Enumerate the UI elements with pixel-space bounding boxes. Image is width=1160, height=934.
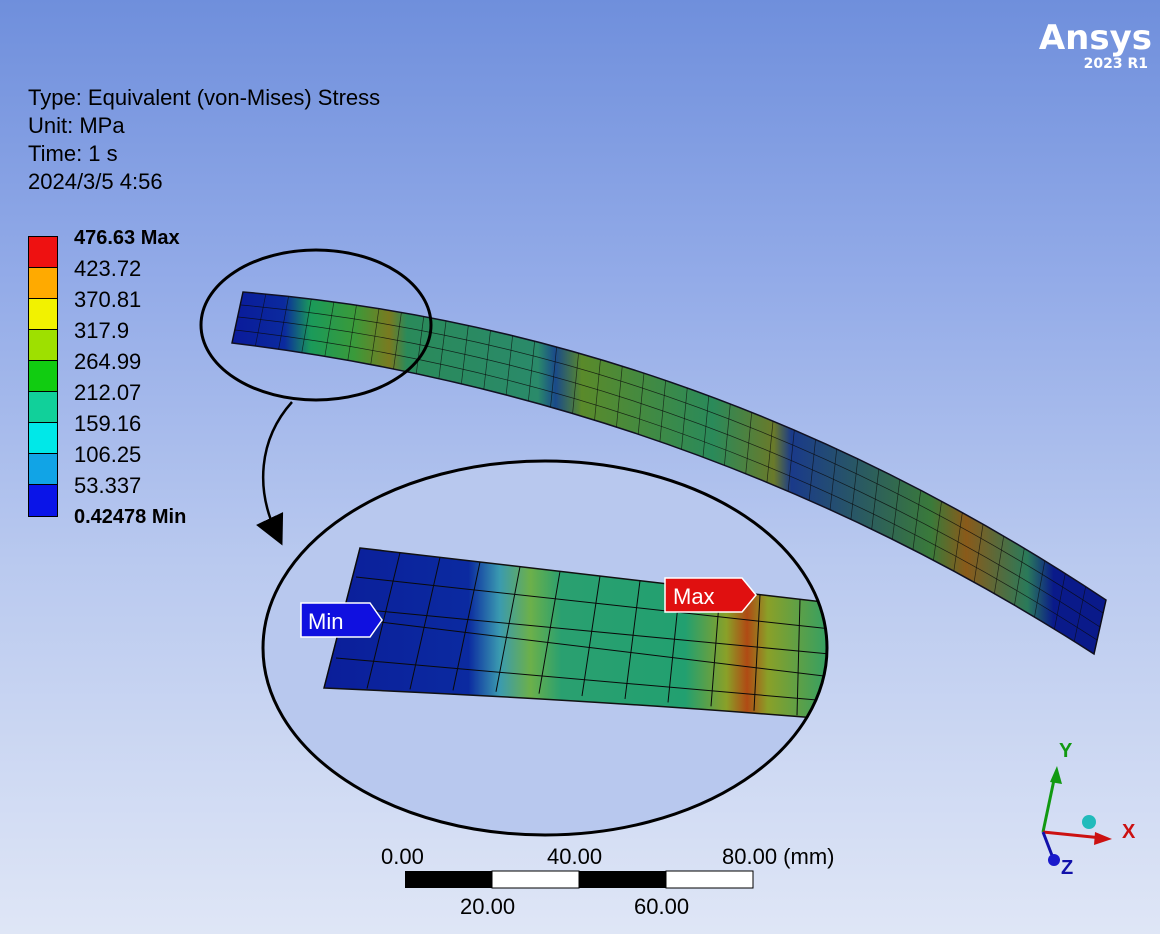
max-probe-label: Max [673,584,715,609]
mesh-line [594,359,601,421]
scale-label-60: 60.00 [634,894,690,919]
mesh-line [461,325,469,384]
mesh-line [1054,573,1066,630]
mesh-line [483,330,491,390]
scale-label-0: 0.00 [381,844,424,869]
legend-label: 317.9 [74,318,130,343]
zoom-inset[interactable] [261,459,840,837]
mesh-line [702,395,710,458]
mesh-line [393,312,402,370]
result-type: Type: Equivalent (von-Mises) Stress [28,85,381,110]
mesh-line [415,316,425,374]
mesh-line [933,501,942,561]
mesh-line [912,490,922,550]
mesh-line [892,479,901,540]
mesh-line [505,335,513,395]
mesh-line [324,301,335,357]
legend-label: 159.16 [74,411,142,436]
mesh-line [301,298,312,353]
zoom-mesh-line [753,594,761,711]
mesh-line [255,293,267,347]
legend-label: 212.07 [74,380,142,405]
mesh-line [1014,548,1025,606]
mesh-line [973,524,984,583]
zoom-mesh-line [495,566,521,692]
color-legend-labels: 476.63 Max 423.72 370.81 317.9 264.99 212.07 1… [74,224,186,534]
legend-swatch[interactable] [29,423,57,454]
legend-label: 264.99 [74,349,142,374]
axis-z-label: Z [1061,857,1074,879]
min-probe-label: Min [308,609,343,634]
zoom-arrow [256,401,293,546]
scale-label-40: 40.00 [547,844,603,869]
zoom-mesh-line [366,552,401,689]
mesh-line [370,308,380,365]
mesh-line [659,380,666,442]
mesh-line [550,346,558,408]
mesh-line [850,458,859,520]
scale-label-20: 20.00 [460,894,516,919]
legend-swatch[interactable] [29,392,57,423]
result-info: Type: Equivalent (von-Mises) Stress Unit… [28,84,380,196]
result-unit: Unit: MPa [28,113,125,138]
mesh-line [681,387,688,450]
version-label: 2023 R1 [1083,56,1148,72]
mesh-line [572,353,579,414]
mesh-line [871,469,880,530]
coordinate-triad[interactable] [1041,766,1112,866]
beam-model[interactable] [231,291,1107,656]
mesh-line [616,366,623,428]
mesh-line [347,305,357,361]
mesh-line [745,412,753,474]
mesh-line [1093,599,1107,655]
min-probe[interactable]: Min [300,602,383,638]
legend-label: 476.63 Max [74,227,180,249]
axis-x-label: X [1122,821,1136,843]
mesh-line [993,536,1005,594]
legend-swatch[interactable] [29,454,57,485]
zoom-mesh-line [538,571,561,694]
color-legend-bar[interactable] [28,236,58,517]
legend-swatch[interactable] [29,237,57,268]
ansys-logo: Ansys 2023 R1 [1039,20,1152,72]
mesh-line [528,341,536,401]
brand-name: Ansys [1038,18,1152,58]
legend-label: 106.25 [74,442,142,467]
legend-label: 0.42478 Min [74,506,187,528]
result-time: Time: 1 s [28,141,118,166]
mesh-line [1073,586,1087,642]
legend-swatch[interactable] [29,299,57,330]
legend-label: 423.72 [74,256,142,281]
mesh-line [766,421,774,483]
scale-bar [405,870,754,889]
mesh-line [1034,560,1046,618]
legend-swatch[interactable] [29,330,57,361]
mesh-line [787,430,795,492]
legend-label: 370.81 [74,287,142,312]
zoom-mesh-line [624,580,641,700]
legend-label: 53.337 [74,473,142,498]
mesh-line [438,320,447,379]
result-date: 2024/3/5 4:56 [28,169,163,194]
zoom-source-circle [199,248,433,402]
scale-label-80: 80.00 (mm) [722,844,835,869]
zoom-mesh-line [581,575,601,697]
mesh-line [808,439,816,501]
legend-swatch[interactable] [29,485,57,516]
legend-swatch[interactable] [29,361,57,392]
mesh-line [953,512,963,572]
legend-swatch[interactable] [29,268,57,299]
mesh-line [231,291,244,344]
max-probe[interactable]: Max [664,577,757,613]
mesh-line [724,403,731,466]
zoom-mesh-line [796,599,801,716]
mesh-line [278,296,289,350]
mesh-line [637,373,645,435]
axis-y-label: Y [1059,740,1073,762]
zoom-mesh-line [452,561,481,691]
zoom-mesh-line [409,557,441,690]
mesh-line [829,448,838,510]
